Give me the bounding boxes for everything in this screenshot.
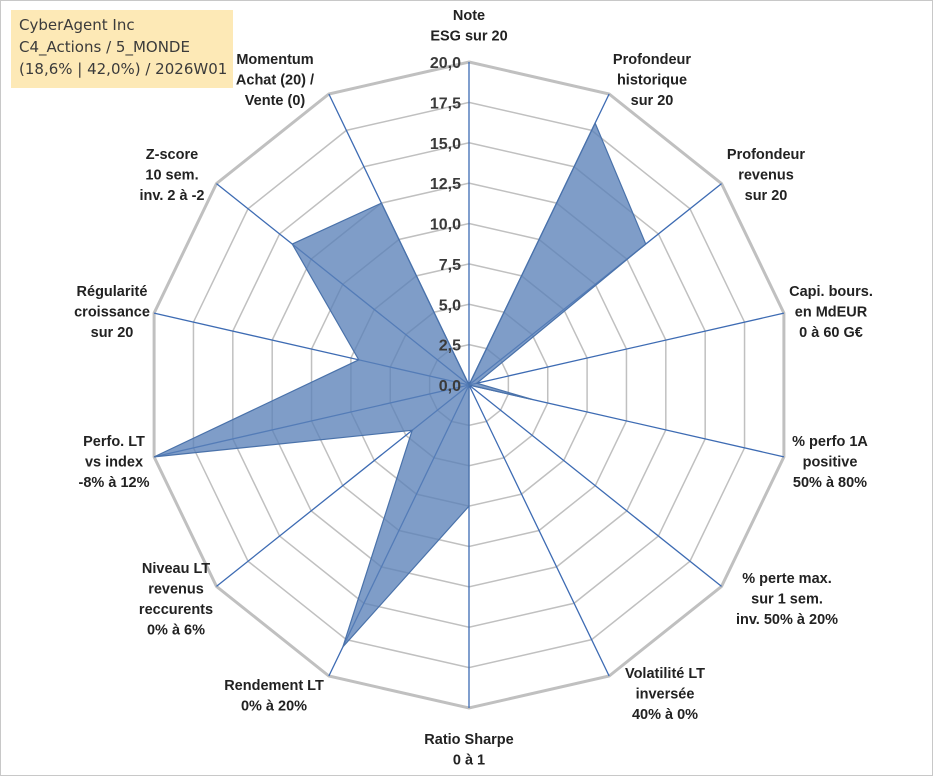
axis-label-12-line-1: 10 sem. xyxy=(145,168,198,184)
axis-label-2: Profondeur revenus sur 20 xyxy=(727,147,805,204)
axis-label-0-line-0: Note xyxy=(453,8,485,24)
axis-label-8: Rendement LT 0% à 20% xyxy=(224,678,324,715)
axis-label-5-line-2: inv. 50% à 20% xyxy=(736,612,838,628)
axis-label-13-line-0: Momentum xyxy=(236,52,313,68)
axis-label-2-line-0: Profondeur xyxy=(727,147,805,163)
axis-label-3-line-2: 0 à 60 G€ xyxy=(799,325,863,341)
axis-label-12-line-0: Z-score xyxy=(146,147,198,163)
tick-label-6: 15,0 xyxy=(430,136,461,153)
axis-label-10-line-1: vs index xyxy=(85,455,143,471)
tick-label-2: 5,0 xyxy=(439,297,461,314)
title-company: CyberAgent Inc xyxy=(19,16,135,34)
axis-label-11-line-0: Régularité xyxy=(77,284,148,300)
axis-label-12: Z-score 10 sem. inv. 2 à -2 xyxy=(139,147,204,204)
axis-label-3: Capi. bours. en MdEUR 0 à 60 G€ xyxy=(789,284,873,341)
tick-label-3: 7,5 xyxy=(439,257,461,274)
title-category: C4_Actions / 5_MONDE xyxy=(19,38,190,56)
axis-label-11-line-1: croissance xyxy=(74,305,150,321)
axis-labels: Note ESG sur 20 Profondeur historique sur 20… xyxy=(74,8,873,769)
axis-label-4-line-0: % perfo 1A xyxy=(792,434,868,450)
axis-label-13: Momentum Achat (20) / Vente (0) xyxy=(236,52,314,109)
axis-label-1-line-1: historique xyxy=(617,73,687,89)
axis-label-0: Note ESG sur 20 xyxy=(430,8,507,45)
axis-label-5-line-0: % perte max. xyxy=(742,571,831,587)
axis-label-9-line-1: revenus xyxy=(148,582,204,598)
axis-label-6: Volatilité LT inversée 40% à 0% xyxy=(625,666,705,723)
tick-label-1: 2,5 xyxy=(439,338,461,355)
axis-label-4-line-1: positive xyxy=(803,455,858,471)
axis-label-9-line-3: 0% à 6% xyxy=(147,623,205,639)
axis-label-1-line-2: sur 20 xyxy=(631,93,674,109)
axis-label-7-line-1: 0 à 1 xyxy=(453,753,485,769)
tick-label-8: 20,0 xyxy=(430,55,461,72)
axis-label-6-line-0: Volatilité LT xyxy=(625,666,705,682)
axis-label-4-line-2: 50% à 80% xyxy=(793,475,867,491)
axis-label-10: Perfo. LT vs index -8% à 12% xyxy=(79,434,150,491)
spoke-5 xyxy=(468,384,722,587)
axis-label-0-line-1: ESG sur 20 xyxy=(430,29,507,45)
axis-label-10-line-2: -8% à 12% xyxy=(79,475,150,491)
series-area xyxy=(153,121,647,648)
spoke-6 xyxy=(468,384,610,677)
axis-label-5-line-1: sur 1 sem. xyxy=(751,592,823,608)
axis-label-8-line-0: Rendement LT xyxy=(224,678,324,694)
axis-label-7-line-0: Ratio Sharpe xyxy=(424,732,513,748)
axis-label-12-line-2: inv. 2 à -2 xyxy=(139,188,204,204)
tick-labels: 0,0 2,5 5,0 7,5 10,0 12,5 15,0 17,5 20,0 xyxy=(430,55,461,395)
title-box: CyberAgent Inc C4_Actions / 5_MONDE (18,… xyxy=(11,10,233,88)
axis-label-2-line-2: sur 20 xyxy=(745,188,788,204)
series-layer xyxy=(153,121,647,648)
axis-label-13-line-2: Vente (0) xyxy=(245,93,306,109)
tick-label-5: 12,5 xyxy=(430,176,461,193)
axis-label-3-line-1: en MdEUR xyxy=(795,305,868,321)
axis-label-1: Profondeur historique sur 20 xyxy=(613,52,691,109)
tick-label-4: 10,0 xyxy=(430,217,461,234)
axis-label-4: % perfo 1A positive 50% à 80% xyxy=(792,434,868,491)
axis-label-9-line-2: reccurents xyxy=(139,602,213,618)
spoke-3 xyxy=(468,312,785,386)
axis-label-3-line-0: Capi. bours. xyxy=(789,284,873,300)
tick-label-0: 0,0 xyxy=(439,378,461,395)
axis-label-6-line-2: 40% à 0% xyxy=(632,707,698,723)
axis-label-11: Régularité croissance sur 20 xyxy=(74,284,150,341)
axis-label-13-line-1: Achat (20) / xyxy=(236,73,314,89)
axis-label-2-line-1: revenus xyxy=(738,168,794,184)
axis-label-6-line-1: inversée xyxy=(636,687,695,703)
tick-label-7: 17,5 xyxy=(430,95,461,112)
axis-label-7: Ratio Sharpe 0 à 1 xyxy=(424,732,513,769)
axis-label-5: % perte max. sur 1 sem. inv. 50% à 20% xyxy=(736,571,838,628)
axis-label-9: Niveau LT revenus reccurents 0% à 6% xyxy=(139,561,213,639)
axis-label-10-line-0: Perfo. LT xyxy=(83,434,145,450)
axis-label-11-line-2: sur 20 xyxy=(91,325,134,341)
axis-label-1-line-0: Profondeur xyxy=(613,52,691,68)
axis-label-9-line-0: Niveau LT xyxy=(142,561,210,577)
title-stats: (18,6% | 42,0%) / 2026W01 xyxy=(19,60,228,78)
axis-label-8-line-1: 0% à 20% xyxy=(241,699,307,715)
